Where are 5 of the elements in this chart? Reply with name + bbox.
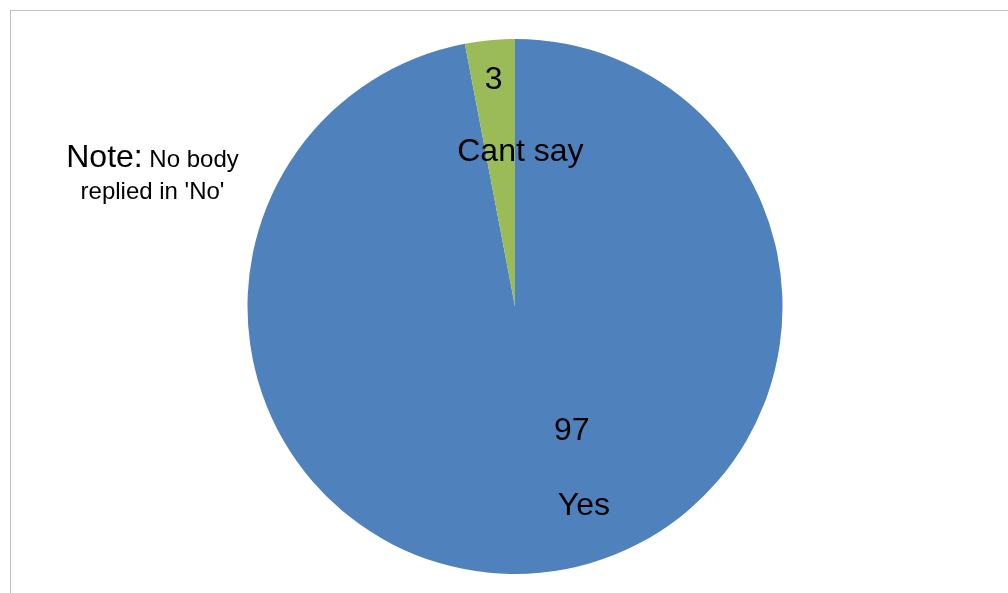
slice-label: Yes xyxy=(557,486,610,523)
data-label: 3 xyxy=(484,59,503,96)
data-label: 97 xyxy=(554,411,590,448)
text: Note: No body replied in 'No' xyxy=(66,138,239,204)
slice-label: Cant say xyxy=(457,131,584,168)
